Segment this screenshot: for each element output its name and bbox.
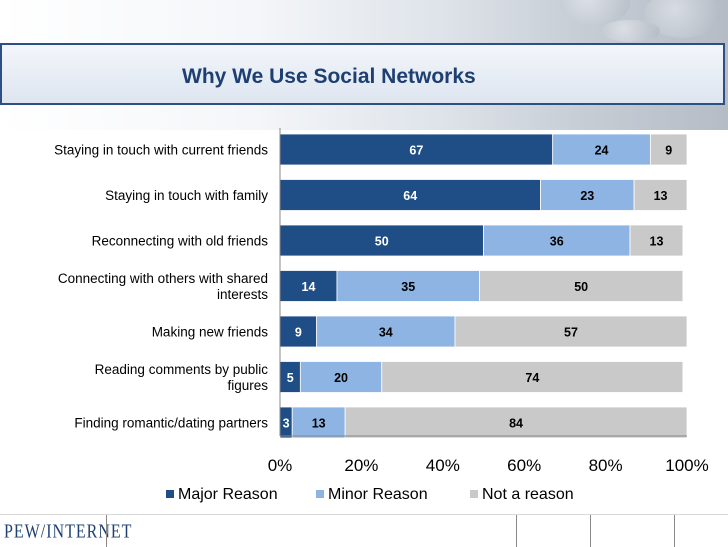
x-tick-label: 60% [507, 456, 541, 475]
bar-segment [344, 406, 688, 439]
data-label: 57 [564, 326, 578, 340]
legend-swatch [470, 490, 478, 498]
bar-segment [291, 406, 346, 439]
category-label: Reading comments by public figures [95, 362, 269, 393]
data-label: 34 [379, 326, 393, 340]
x-tick-label: 100% [665, 456, 708, 475]
data-label: 50 [574, 280, 588, 294]
category-label: Connecting with others with shared intere… [58, 271, 268, 302]
category-label: Staying in touch with current friends [54, 143, 268, 158]
bar-segment [649, 133, 688, 166]
bar-segment [540, 179, 635, 211]
data-label: 67 [409, 144, 423, 158]
footer-bar: PEW/INTERNET [0, 514, 728, 547]
bar-segment [316, 315, 456, 348]
data-label: 36 [550, 235, 564, 249]
bar-segment [454, 315, 688, 348]
legend-swatch [166, 490, 174, 498]
legend-label: Major Reason [178, 486, 278, 503]
footer-divider [106, 515, 107, 547]
bar-segment [336, 270, 480, 302]
bar-segment [381, 361, 684, 393]
x-tick-label: 40% [426, 456, 460, 475]
data-label: 13 [312, 417, 326, 431]
data-label: 3 [283, 417, 290, 431]
data-label: 84 [509, 417, 523, 431]
pew-internet-logo: PEW/INTERNET [4, 521, 133, 543]
legend-label: Minor Reason [328, 486, 428, 503]
x-tick-label: 20% [344, 456, 378, 475]
data-label: 5 [287, 371, 294, 385]
bar-segment [633, 179, 688, 211]
legend-label: Not a reason [482, 486, 574, 503]
footer-divider [590, 515, 591, 547]
x-tick-label: 0% [268, 456, 293, 475]
category-label: Staying in touch with family [105, 188, 268, 203]
bar-segment [279, 315, 318, 348]
data-label: 74 [525, 371, 539, 385]
title-banner: Why We Use Social Networks [0, 43, 725, 105]
keypad-key-decoration [600, 20, 660, 42]
data-label: 24 [595, 144, 609, 158]
bar-segment [279, 270, 338, 302]
slide-title: Why We Use Social Networks [182, 65, 476, 88]
category-label: Making new friends [152, 325, 269, 340]
data-label: 9 [295, 326, 302, 340]
data-label: 9 [665, 144, 672, 158]
legend-swatch [316, 490, 324, 498]
footer-divider [516, 515, 517, 547]
bar-segment [299, 361, 383, 393]
stacked-bar-chart: Staying in touch with current friends 67 2… [54, 128, 709, 503]
bar-segment [279, 179, 541, 211]
data-label: 50 [375, 235, 389, 249]
bar-segment [279, 224, 484, 257]
data-label: 64 [403, 189, 417, 203]
data-label: 23 [580, 189, 594, 203]
bar-segment [479, 270, 684, 302]
bar-segment [629, 224, 684, 257]
data-label: 14 [302, 280, 316, 294]
category-label: Finding romantic/dating partners [74, 416, 268, 431]
data-label: 13 [654, 189, 668, 203]
data-label: 13 [650, 235, 664, 249]
data-label: 20 [334, 371, 348, 385]
x-tick-label: 80% [589, 456, 623, 475]
footer-divider [674, 515, 675, 547]
category-label: Reconnecting with old friends [92, 234, 269, 249]
data-label: 35 [401, 280, 415, 294]
